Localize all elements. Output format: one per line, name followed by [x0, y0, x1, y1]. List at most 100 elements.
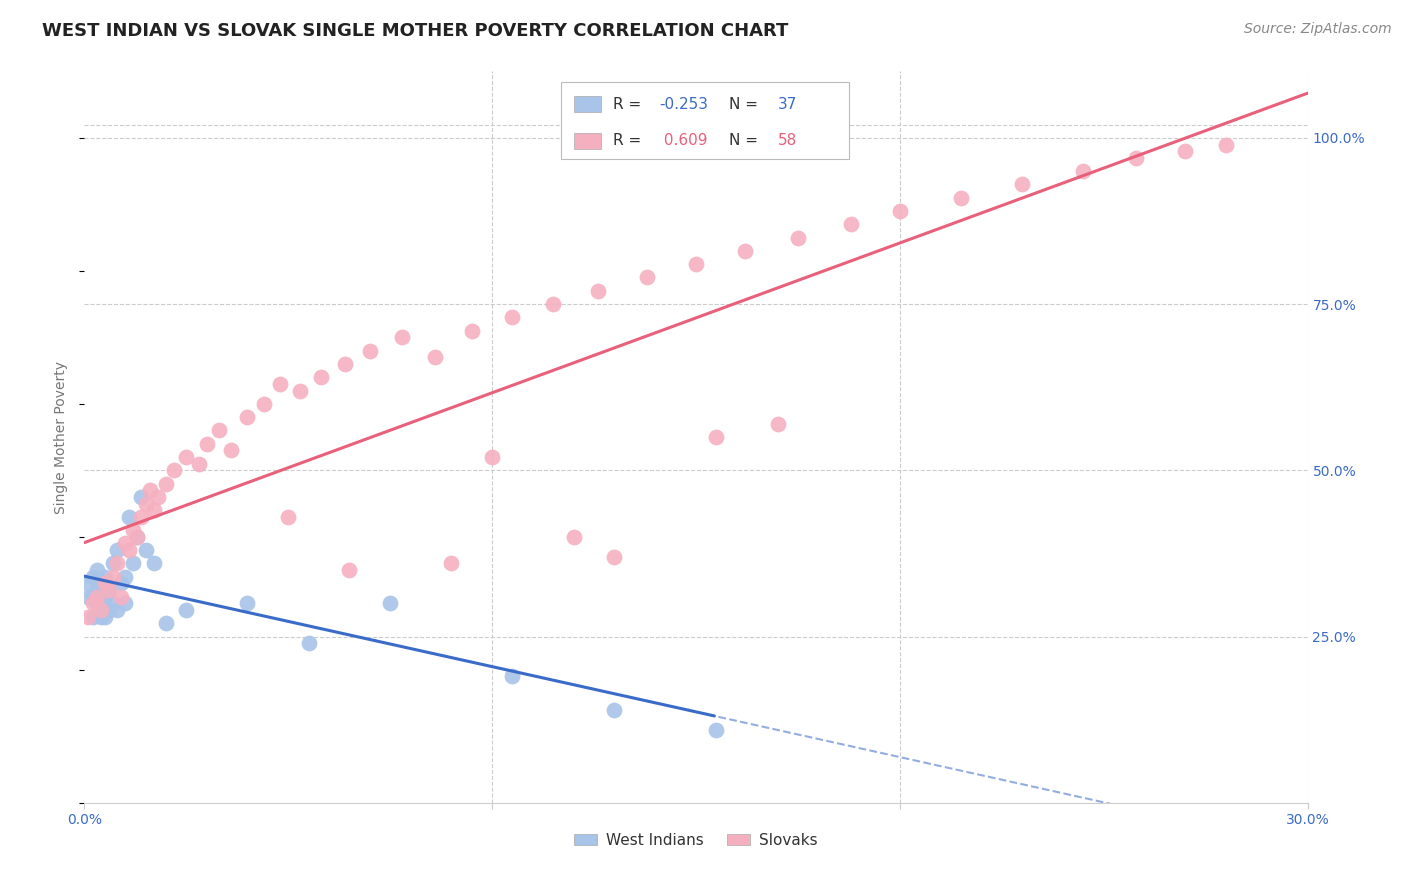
Text: N =: N =: [728, 133, 763, 148]
Point: [734, 244, 756, 258]
Point: [77, 576, 100, 591]
Point: [236, 596, 259, 610]
Point: [142, 503, 165, 517]
Point: [101, 596, 124, 610]
Point: [97, 603, 120, 617]
Point: [97, 582, 120, 597]
Point: [101, 557, 124, 571]
Point: [219, 443, 242, 458]
Point: [90, 576, 112, 591]
Text: WEST INDIAN VS SLOVAK SINGLE MOTHER POVERTY CORRELATION CHART: WEST INDIAN VS SLOVAK SINGLE MOTHER POVE…: [42, 22, 789, 40]
Point: [950, 191, 973, 205]
Point: [502, 669, 524, 683]
Point: [155, 616, 177, 631]
Point: [1073, 164, 1095, 178]
Point: [391, 330, 413, 344]
Point: [277, 509, 299, 524]
Point: [90, 596, 112, 610]
Point: [187, 457, 209, 471]
Text: 58: 58: [778, 133, 797, 148]
Point: [105, 603, 128, 617]
Text: -0.253: -0.253: [659, 96, 709, 112]
Bar: [574, 96, 600, 112]
Point: [461, 324, 484, 338]
Point: [208, 424, 231, 438]
Point: [93, 609, 115, 624]
Point: [131, 490, 153, 504]
Point: [110, 590, 132, 604]
Point: [359, 343, 381, 358]
Bar: [561, 82, 849, 159]
Point: [114, 570, 136, 584]
Point: [82, 570, 104, 584]
Point: [706, 430, 728, 444]
Point: [97, 582, 120, 597]
Point: [127, 530, 149, 544]
Point: [586, 284, 609, 298]
Y-axis label: Single Mother Poverty: Single Mother Poverty: [55, 360, 69, 514]
Point: [135, 543, 157, 558]
Point: [236, 410, 259, 425]
Point: [562, 530, 585, 544]
Point: [105, 543, 128, 558]
Text: 37: 37: [778, 96, 797, 112]
Point: [155, 476, 177, 491]
Point: [86, 582, 108, 597]
Point: [93, 590, 115, 604]
Point: [114, 596, 136, 610]
Point: [1215, 137, 1237, 152]
Point: [1011, 178, 1033, 192]
Point: [90, 603, 112, 617]
Point: [766, 417, 789, 431]
Point: [146, 490, 169, 504]
Point: [86, 563, 108, 577]
Point: [502, 310, 524, 325]
Text: N =: N =: [728, 96, 763, 112]
Point: [82, 590, 104, 604]
Point: [142, 557, 165, 571]
Point: [93, 576, 115, 591]
Point: [1125, 151, 1147, 165]
Point: [339, 563, 361, 577]
Point: [101, 570, 124, 584]
Point: [839, 217, 862, 231]
Text: 0.609: 0.609: [659, 133, 707, 148]
Point: [543, 297, 565, 311]
Point: [163, 463, 186, 477]
Text: R =: R =: [613, 96, 645, 112]
Point: [787, 230, 810, 244]
Point: [636, 270, 658, 285]
Point: [93, 570, 115, 584]
Point: [118, 509, 141, 524]
Point: [174, 603, 197, 617]
Point: [889, 204, 911, 219]
Point: [122, 557, 145, 571]
Point: [114, 536, 136, 550]
Point: [253, 397, 276, 411]
Point: [685, 257, 707, 271]
Point: [1174, 144, 1197, 158]
Point: [706, 723, 728, 737]
Point: [82, 596, 104, 610]
Point: [86, 596, 108, 610]
Point: [118, 543, 141, 558]
Point: [122, 523, 145, 537]
Point: [110, 576, 132, 591]
Point: [105, 557, 128, 571]
Point: [298, 636, 321, 650]
Point: [127, 530, 149, 544]
Point: [138, 483, 160, 498]
Bar: [574, 133, 600, 149]
Point: [131, 509, 153, 524]
Point: [195, 436, 218, 450]
Point: [290, 384, 312, 398]
Point: [82, 609, 104, 624]
Point: [423, 351, 446, 365]
Point: [603, 703, 626, 717]
Legend: West Indians, Slovaks: West Indians, Slovaks: [568, 827, 824, 854]
Point: [269, 376, 291, 391]
Point: [309, 370, 332, 384]
Point: [86, 590, 108, 604]
Point: [603, 549, 626, 564]
Point: [335, 357, 357, 371]
